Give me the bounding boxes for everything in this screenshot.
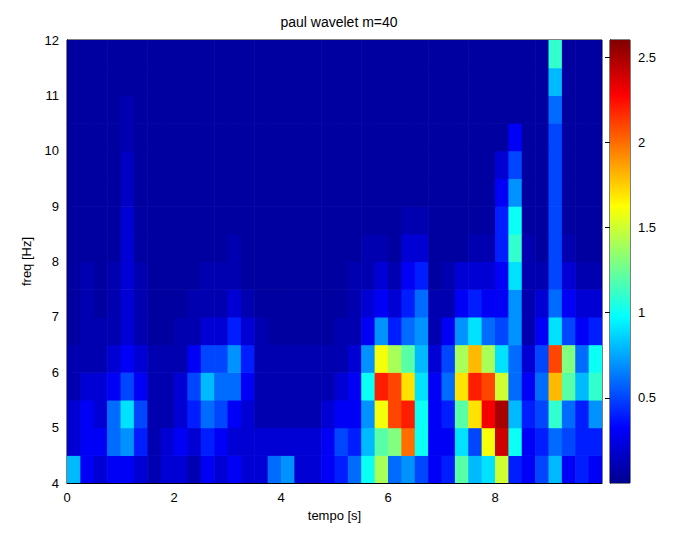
- svg-text:9: 9: [52, 199, 59, 214]
- svg-text:4: 4: [277, 490, 284, 505]
- svg-text:11: 11: [46, 88, 60, 103]
- svg-text:0.5: 0.5: [638, 390, 656, 405]
- svg-text:6: 6: [52, 365, 59, 380]
- svg-text:10: 10: [45, 143, 59, 158]
- svg-text:7: 7: [52, 309, 59, 324]
- svg-text:1.5: 1.5: [638, 220, 656, 235]
- svg-text:4: 4: [52, 476, 59, 491]
- svg-text:2.5: 2.5: [638, 50, 656, 65]
- svg-text:tempo [s]: tempo [s]: [308, 508, 361, 523]
- svg-text:8: 8: [491, 490, 498, 505]
- svg-text:0: 0: [63, 490, 70, 505]
- svg-text:2: 2: [170, 490, 177, 505]
- svg-text:freq [Hz]: freq [Hz]: [19, 237, 34, 286]
- svg-text:6: 6: [384, 490, 391, 505]
- svg-text:paul wavelet m=40: paul wavelet m=40: [280, 14, 397, 30]
- svg-text:1: 1: [638, 305, 645, 320]
- svg-text:8: 8: [52, 254, 59, 269]
- svg-text:12: 12: [45, 33, 59, 48]
- svg-text:5: 5: [52, 420, 59, 435]
- svg-text:2: 2: [638, 135, 645, 150]
